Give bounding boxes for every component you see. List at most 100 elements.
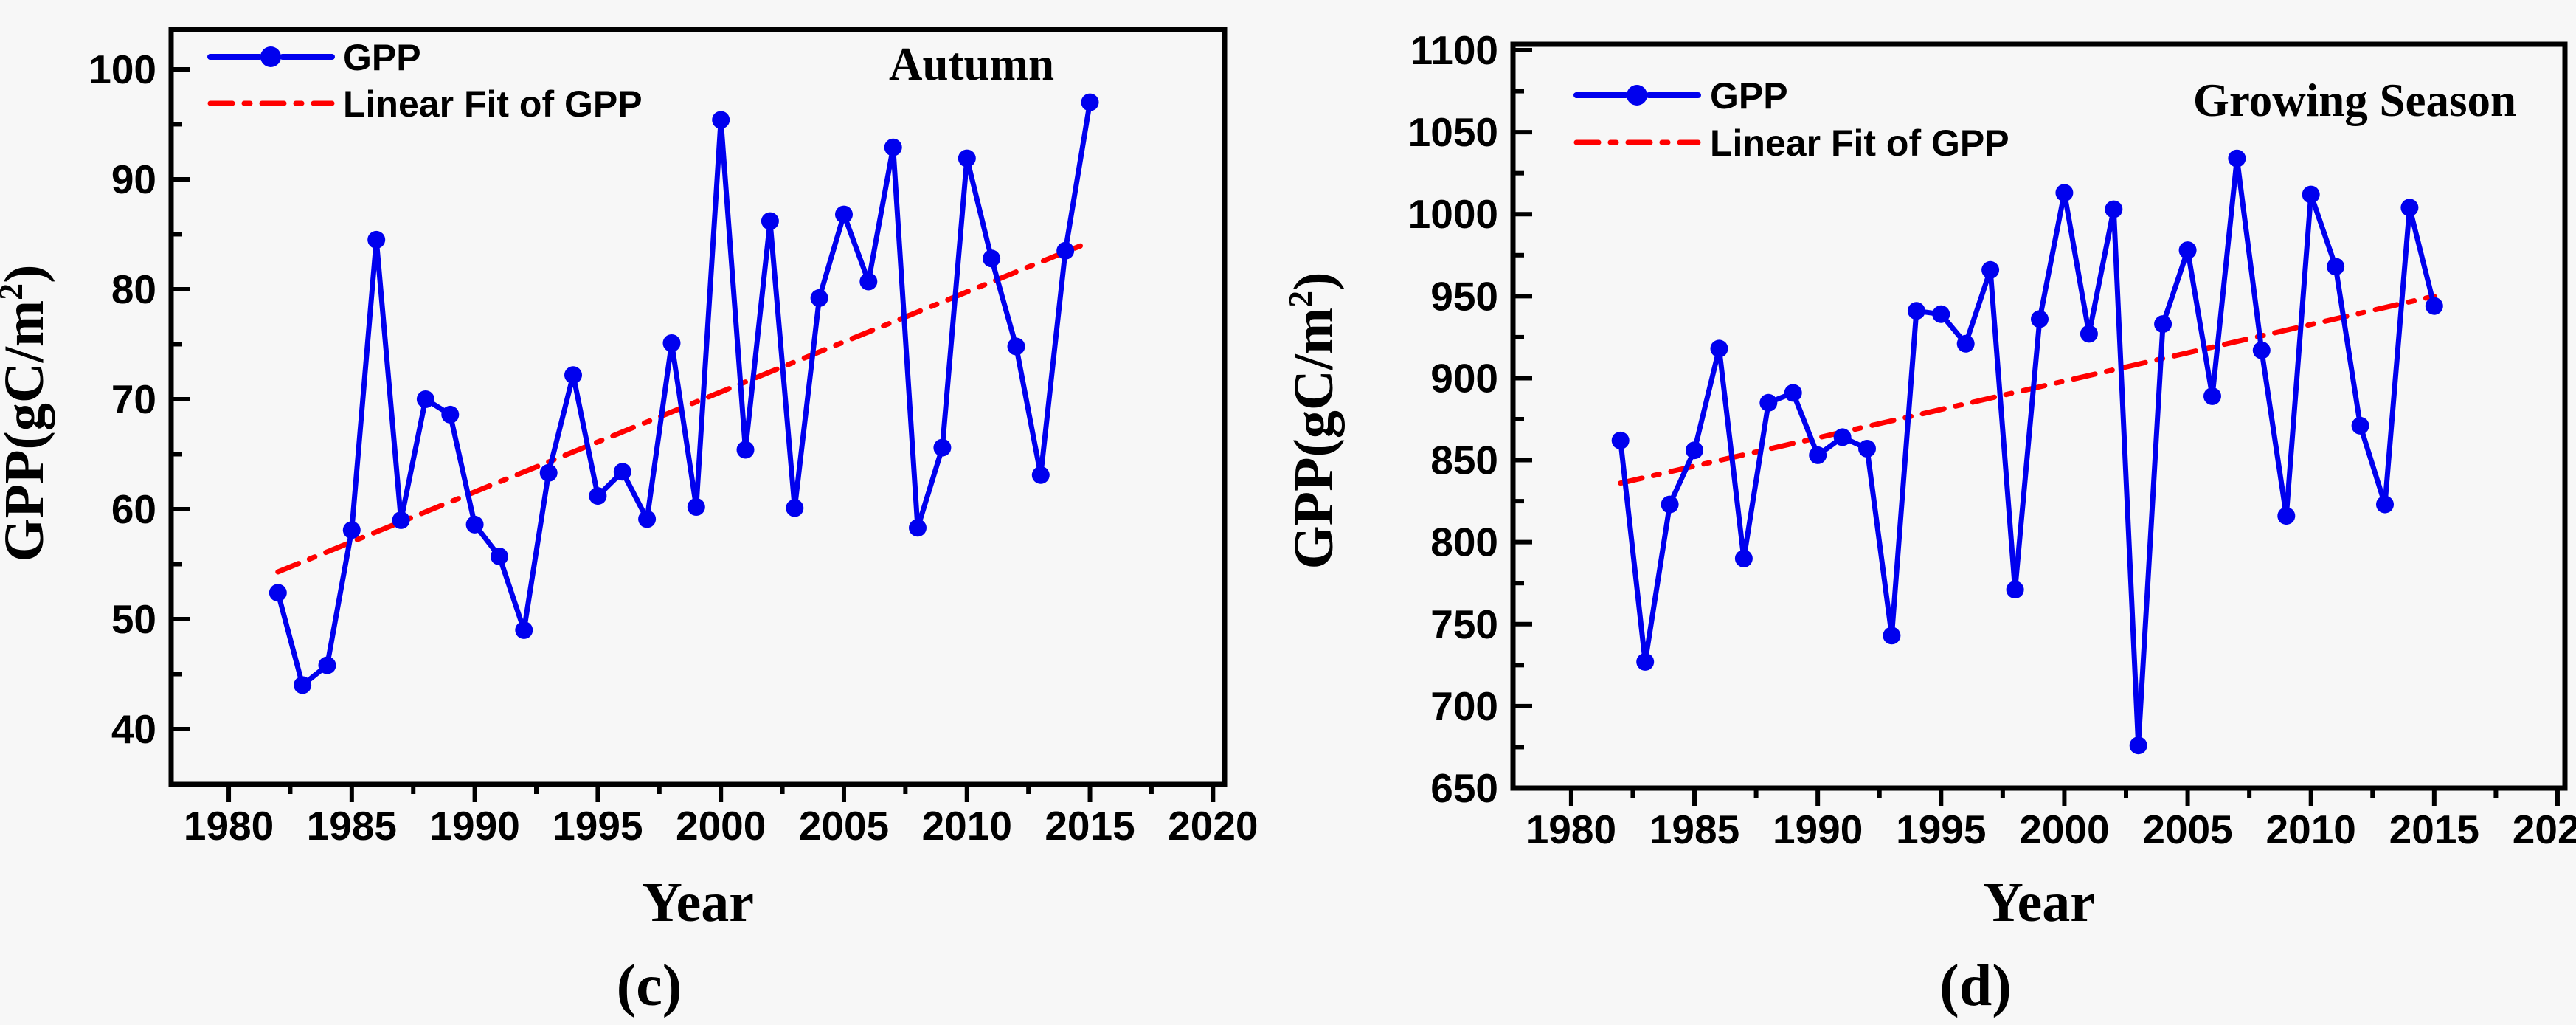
x-tick-label: 1995: [553, 803, 643, 849]
gpp-series: [1611, 149, 2443, 755]
gpp-data-point: [1611, 431, 1630, 449]
gpp-data-point: [294, 676, 312, 694]
y-axis-title-close: ): [1288, 272, 1345, 291]
y-tick-label: 700: [1430, 683, 1498, 729]
gpp-data-point: [564, 366, 582, 384]
gpp-data-point: [712, 111, 730, 129]
x-tick-label: 1985: [307, 803, 397, 849]
y-tick-label: 900: [1430, 355, 1498, 401]
y-tick-label: 800: [1430, 520, 1498, 565]
legend: GPP Linear Fit of GPP: [207, 37, 643, 125]
y-axis-title: GPP(gC/m2): [1288, 272, 1345, 570]
gpp-data-point: [786, 499, 804, 517]
gpp-data-point: [465, 515, 484, 534]
gpp-data-point: [441, 405, 460, 424]
plot-frame: [168, 27, 1228, 787]
gpp-data-point: [1981, 260, 2000, 279]
gpp-data-point: [539, 463, 558, 482]
gpp-data-point: [2400, 199, 2419, 217]
gpp-data-point: [1809, 446, 1827, 464]
gpp-data-point: [2376, 495, 2394, 514]
gpp-data-point: [589, 487, 607, 505]
chart-panel-autumn: 1980 1985 1990 1995 2000 2005 2010 2015 2020 40 50…: [0, 27, 1258, 1018]
x-tick-label: 1990: [429, 803, 519, 849]
axes-ticks: 1980 1985 1990 1995 2000 2005 2010 2015 2020 40 50…: [89, 46, 1258, 849]
x-tick-label: 1980: [1526, 807, 1616, 852]
y-tick-label: 70: [111, 376, 156, 422]
panel-label-d: (d): [1939, 953, 2012, 1018]
gpp-data-point: [1956, 334, 1975, 353]
gpp-data-point: [2105, 200, 2123, 218]
x-tick-label: 2015: [1045, 803, 1135, 849]
y-tick-label: 850: [1430, 438, 1498, 483]
gpp-data-point: [269, 584, 287, 602]
gpp-data-point: [1710, 339, 1728, 358]
gpp-data-point: [1932, 305, 1950, 323]
gpp-data-point: [1081, 93, 1099, 111]
gpp-data-point: [810, 289, 828, 307]
gpp-data-point: [859, 272, 878, 291]
x-tick-label: 2005: [2142, 807, 2232, 852]
y-tick-label: 40: [111, 706, 156, 752]
gpp-data-point: [2006, 581, 2024, 599]
gpp-data-point: [1056, 241, 1075, 260]
gpp-data-point: [2154, 315, 2172, 334]
legend: GPP Linear Fit of GPP: [1573, 75, 2009, 164]
gpp-data-point: [2080, 325, 2098, 343]
x-tick-label: 1995: [1896, 807, 1986, 852]
gpp-data-point: [1759, 393, 1778, 412]
gpp-data-point: [662, 334, 681, 352]
gpp-data-point: [687, 498, 705, 516]
gpp-data-point: [835, 205, 853, 224]
x-axis-title: Year: [1983, 872, 2095, 933]
gpp-data-point: [613, 463, 631, 481]
gpp-data-point: [2425, 297, 2443, 315]
chart-title: Autumn: [889, 38, 1054, 90]
gpp-data-point: [1734, 549, 1753, 567]
gpp-data-point: [1636, 652, 1655, 671]
growing-season-chart: 1980 1985 1990 1995 2000 2005 2010 2015 2020 650 7…: [1288, 27, 2576, 1018]
gpp-data-point: [983, 249, 1001, 268]
x-tick-label: 1990: [1773, 807, 1863, 852]
gpp-data-point: [933, 438, 952, 457]
y-axis-title-superscript: 2: [1288, 291, 1319, 308]
gpp-data-point: [515, 621, 533, 639]
gpp-data-point: [909, 519, 927, 537]
gpp-data-point: [638, 510, 657, 528]
x-tick-label: 2005: [799, 803, 889, 849]
y-tick-label: 100: [89, 46, 156, 92]
chart-title: Growing Season: [2193, 75, 2516, 126]
gpp-data-point: [2351, 416, 2369, 435]
gpp-data-point: [761, 212, 779, 230]
gpp-data-point: [2327, 258, 2345, 276]
gpp-data-point: [2252, 341, 2271, 359]
gpp-data-point: [491, 548, 508, 566]
gpp-data-point: [342, 521, 361, 539]
panel-label-c: (c): [617, 953, 682, 1018]
y-axis-title-main: GPP(gC/m: [1288, 308, 1345, 570]
gpp-data-point: [2228, 149, 2246, 168]
y-tick-label: 60: [111, 486, 156, 532]
gpp-data-point: [392, 511, 410, 529]
gpp-data-point: [2129, 736, 2147, 755]
x-tick-label: 2010: [922, 803, 1012, 849]
gpp-data-point: [884, 138, 902, 156]
gpp-data-point: [958, 149, 976, 168]
y-tick-label: 1100: [1410, 27, 1498, 73]
x-tick-label: 2000: [2019, 807, 2109, 852]
gpp-data-point: [1784, 384, 1802, 402]
gpp-data-point: [1858, 440, 1876, 458]
gpp-data-point: [2302, 185, 2320, 204]
gpp-data-point: [1031, 466, 1050, 484]
autumn-chart: 1980 1985 1990 1995 2000 2005 2010 2015 2020 40 50…: [0, 27, 1258, 1018]
gpp-data-point: [1661, 495, 1679, 514]
y-tick-label: 650: [1430, 765, 1498, 811]
gpp-series: [269, 93, 1099, 694]
gpp-data-point: [318, 656, 336, 674]
gpp-data-point: [416, 390, 434, 408]
gpp-data-point: [736, 441, 755, 459]
gpp-data-point: [1007, 337, 1025, 356]
y-axis-title: GPP(gC/m2): [0, 265, 55, 562]
chart-panel-growing-season: 1980 1985 1990 1995 2000 2005 2010 2015 2020 650 7…: [1288, 0, 2576, 1025]
